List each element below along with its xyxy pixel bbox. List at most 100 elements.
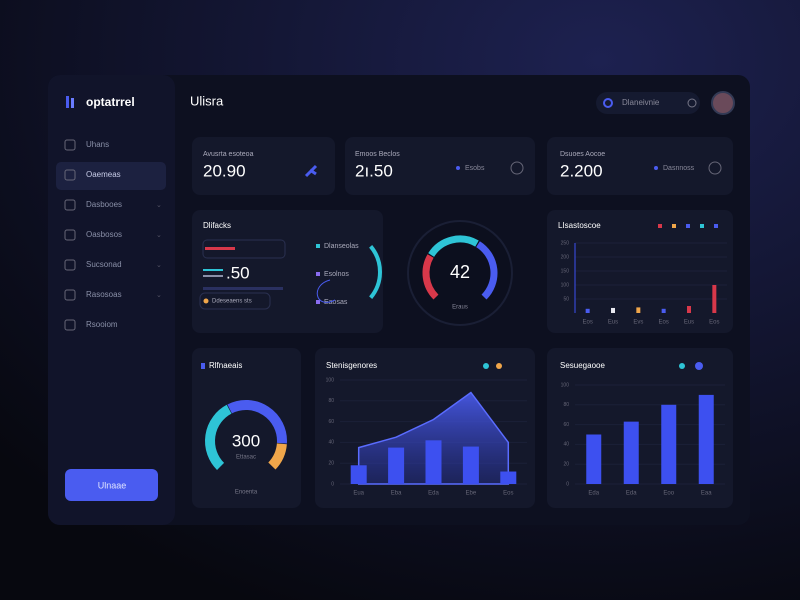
y-tick-label: 40	[563, 442, 569, 448]
legend-dot	[672, 224, 676, 228]
gauge-arc	[476, 241, 498, 300]
nav-item[interactable]: Uhans	[86, 140, 109, 149]
x-tick-label: Eaa	[701, 491, 712, 497]
bar	[698, 394, 714, 484]
nav-icon	[64, 289, 76, 301]
donut-segment	[227, 400, 287, 444]
x-tick-label: Eoo	[663, 491, 674, 497]
card-title: Stenisgenores	[326, 361, 377, 370]
bar	[712, 285, 717, 313]
x-tick-label: Eda	[428, 491, 439, 497]
x-tick-label: Eda	[626, 491, 637, 497]
kpi-legend: Dlanseolas	[324, 243, 359, 250]
donut-segment	[205, 404, 232, 470]
nav-item[interactable]: Rsooiom	[86, 320, 118, 329]
stat-icon	[304, 164, 318, 178]
y-tick-label: 20	[328, 461, 334, 467]
donut-sub: Enoenta	[235, 490, 258, 496]
search[interactable]	[596, 92, 700, 114]
y-tick-label: 100	[561, 282, 570, 288]
note-dot	[456, 166, 460, 170]
stat-icon	[708, 161, 722, 175]
card-title: LIsastoscoe	[558, 221, 601, 230]
nav-icon	[64, 319, 76, 331]
gauge-value: 42	[450, 262, 470, 282]
page-title: Ulisra	[190, 93, 224, 108]
card	[192, 210, 383, 333]
legend-dot	[496, 363, 502, 369]
x-tick-label: Eua	[353, 491, 364, 497]
button[interactable]	[65, 469, 158, 501]
y-tick-label: 80	[563, 402, 569, 408]
nav-item[interactable]: Sucsonad	[86, 260, 122, 269]
card	[192, 348, 301, 508]
search-icon	[687, 98, 697, 108]
nav-icon	[64, 139, 76, 151]
kpi-tag	[203, 275, 223, 277]
nav-item[interactable]: Dasbooes	[86, 200, 122, 209]
x-tick-label: Eos	[503, 491, 513, 497]
avatar[interactable]	[711, 91, 735, 115]
y-tick-label: 60	[328, 419, 334, 425]
bar	[425, 440, 442, 484]
x-tick-label: Eos	[658, 320, 668, 326]
kpi-chip-text: Ddeseaens sts	[212, 299, 252, 305]
legend-dot	[679, 363, 685, 369]
button-label[interactable]: Ulnaae	[98, 480, 127, 490]
gauge-label: Eraus	[452, 305, 468, 311]
bar	[500, 471, 517, 484]
legend-dot	[714, 224, 718, 228]
nav-caret: ⌄	[156, 232, 162, 239]
stat-label: Emoos Beclos	[355, 151, 400, 158]
y-tick-label: 250	[561, 240, 570, 246]
stat-note: Esobs	[465, 165, 485, 172]
legend-dot	[695, 362, 703, 370]
bar	[350, 465, 367, 484]
nav-caret: ⌄	[156, 202, 162, 209]
donut-label: Ettasac	[236, 455, 256, 461]
nav-icon	[64, 199, 76, 211]
legend-dot	[483, 363, 489, 369]
stat-icon	[510, 161, 524, 175]
kpi-chip	[199, 292, 271, 310]
bar	[661, 308, 666, 313]
bar	[611, 307, 615, 313]
gauge-arc	[428, 235, 479, 257]
nav-item[interactable]: Rasosoas	[86, 290, 122, 299]
chip-dot	[203, 298, 209, 304]
card-title: Dlifacks	[203, 221, 231, 230]
legend-dot	[700, 224, 704, 228]
nav-item[interactable]: Oaemeas	[86, 170, 121, 179]
nav-caret: ⌄	[156, 262, 162, 269]
stat-value: 2ı.50	[355, 161, 393, 180]
nav-active	[56, 162, 166, 190]
x-tick-label: Eos	[709, 320, 719, 326]
x-tick-label: Eus	[608, 320, 618, 326]
bar	[388, 447, 405, 484]
nav-item[interactable]: Oasbosos	[86, 230, 122, 239]
search-text[interactable]: Dlaneivnie	[622, 98, 660, 107]
gauge-arc	[422, 254, 439, 300]
title-icon	[201, 363, 205, 369]
bar	[661, 404, 677, 484]
legend-dot	[686, 224, 690, 228]
donut-value: 300	[232, 431, 260, 450]
stat-label: Dsuoes Aocoe	[560, 151, 605, 158]
kpi-tag	[203, 269, 223, 271]
search-icon	[603, 98, 613, 108]
donut-segment	[268, 443, 287, 470]
bar	[636, 307, 641, 313]
kpi-tag	[205, 247, 235, 250]
kpi-value: .50	[226, 263, 250, 282]
y-tick-label: 0	[331, 481, 334, 487]
card-title: Rlfnaeais	[209, 361, 242, 370]
y-tick-label: 20	[563, 462, 569, 468]
stat-label: Avusrta esoteoa	[203, 151, 254, 158]
legend-icon	[316, 272, 320, 276]
stat-note: Dasnnoss	[663, 165, 695, 172]
nav-icon	[64, 259, 76, 271]
card	[192, 137, 335, 195]
nav-icon	[64, 169, 76, 181]
card	[547, 137, 733, 195]
